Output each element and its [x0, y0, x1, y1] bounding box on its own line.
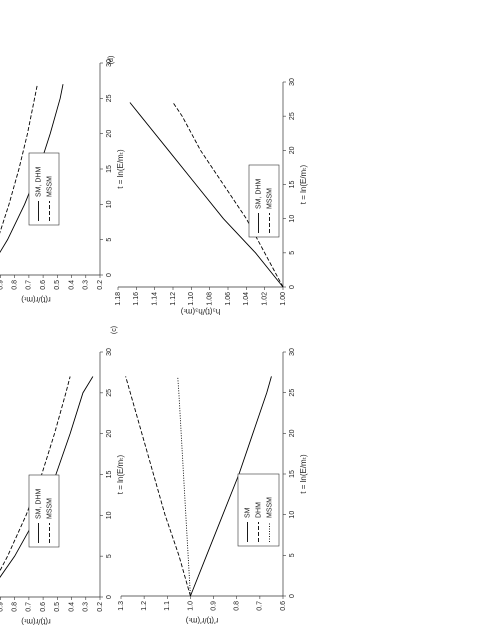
y-tick-label: 1.3: [118, 601, 125, 611]
x-tick-label: 30: [106, 348, 113, 356]
y-tick-label: 0.2: [97, 602, 104, 612]
legend-label: DHM: [255, 502, 262, 518]
y-tick-label: 0.4: [68, 280, 75, 290]
x-tick-label: 10: [289, 511, 296, 519]
legend-box: [28, 474, 60, 548]
x-tick-label: 30: [289, 78, 296, 86]
x-tick-label: 20: [106, 130, 113, 138]
y-tick-label: 0.9: [0, 602, 4, 612]
y-tick-label: 0.5: [54, 280, 61, 290]
legend-label: SM, DHM: [35, 489, 42, 520]
y-tick-label: 0.6: [280, 601, 287, 611]
chart-panel: 0 5 10 15 20 25 30 0.6 0.7 0.8 0.9 1.0 1.1 1.2 1.3 t = …: [111, 326, 308, 625]
series-line: [172, 102, 284, 288]
x-tick-label: 15: [289, 470, 296, 478]
x-tick-label: 0: [289, 285, 296, 289]
x-axis-label: t = ln(E/mₜ): [116, 149, 125, 189]
x-tick-label: 5: [106, 238, 113, 242]
x-tick-label: 10: [289, 215, 296, 223]
y-tick-label: 0.2: [97, 280, 104, 290]
x-tick-label: 20: [106, 430, 113, 438]
y-tick-label: 1.16: [133, 292, 140, 306]
x-tick-label: 30: [106, 59, 113, 67]
y-axis-label: h₃(t)/h₃(mₜ): [180, 307, 220, 316]
series-line: [0, 84, 38, 276]
x-tick-label: 0: [289, 594, 296, 598]
y-tick-label: 1.1: [164, 601, 171, 611]
y-axis-label: r'(t)/r'(mₜ): [185, 616, 218, 625]
y-tick-label: 0.7: [26, 280, 33, 290]
y-tick-label: 1.10: [188, 292, 195, 306]
y-tick-label: 0.4: [68, 602, 75, 612]
x-tick-label: 10: [106, 511, 113, 519]
x-tick-label: 5: [106, 554, 113, 558]
legend-box: [248, 164, 280, 238]
x-tick-label: 5: [289, 553, 296, 557]
chart-panel: 0510152025300.20.30.40.50.60.70.80.91.01…: [0, 59, 125, 304]
y-tick-label: 1.12: [170, 292, 177, 306]
series-line: [177, 376, 191, 597]
y-tick-label: 0.8: [234, 601, 241, 611]
y-tick-label: 0.6: [40, 280, 47, 290]
legend-label: MSSM: [266, 497, 273, 518]
x-tick-label: 25: [106, 94, 113, 102]
series-line: [0, 376, 71, 598]
series-line: [0, 376, 94, 598]
y-tick-label: 1.14: [152, 292, 159, 306]
legend-label: MSSM: [266, 188, 273, 209]
x-tick-label: 0: [106, 273, 113, 277]
x-tick-label: 0: [106, 595, 113, 599]
series-line: [129, 102, 284, 288]
legend-label: SM, DHM: [255, 179, 262, 210]
y-tick-label: 1.2: [141, 601, 148, 611]
x-tick-label: 20: [289, 146, 296, 154]
y-tick-label: 1.06: [225, 292, 232, 306]
x-tick-label: 10: [106, 200, 113, 208]
legend-label: MSSM: [46, 176, 53, 197]
x-tick-label: 15: [106, 165, 113, 173]
x-tick-label: 25: [289, 112, 296, 120]
chart-panel: 0 5 10 15 20 25 30 1.00 1.02 1.04 1.06 1.08 1.10 1.12…: [108, 56, 308, 316]
x-axis-label: t = ln(E/mₜ): [116, 454, 125, 494]
legend-box: [237, 473, 280, 547]
chart-panel: 0510152025300.20.30.40.50.60.70.80.91.01…: [0, 348, 125, 626]
legend-label: SM, DHM: [35, 167, 42, 198]
x-tick-label: 25: [106, 389, 113, 397]
x-axis-label: t = ln(E/mₜ): [299, 164, 308, 204]
y-tick-label: 1.02: [262, 292, 269, 306]
y-tick-label: 1.0: [187, 601, 194, 611]
y-axis-label: r(t)/r(mₜ): [21, 617, 51, 626]
x-tick-label: 5: [289, 251, 296, 255]
y-tick-label: 0.8: [12, 602, 19, 612]
x-tick-label: 15: [289, 181, 296, 189]
x-tick-label: 15: [106, 471, 113, 479]
y-tick-label: 1.00: [280, 292, 287, 306]
y-tick-label: 0.5: [54, 602, 61, 612]
panel-label: (d): [108, 56, 115, 65]
y-tick-label: 1.04: [243, 292, 250, 306]
y-tick-label: 0.7: [26, 602, 33, 612]
y-tick-label: 0.9: [210, 601, 217, 611]
y-axis-label: r(t)/r(mₜ): [21, 295, 51, 304]
series-line: [125, 376, 191, 597]
x-tick-label: 30: [289, 348, 296, 356]
y-tick-label: 0.9: [0, 280, 4, 290]
x-tick-label: 25: [289, 389, 296, 397]
y-tick-label: 0.7: [257, 601, 264, 611]
y-tick-label: 0.3: [83, 602, 90, 612]
legend-box: [28, 152, 60, 226]
legend-label: MSSM: [46, 498, 53, 519]
legend-label: SM: [244, 507, 251, 518]
y-tick-label: 0.8: [12, 280, 19, 290]
x-axis-label: t = ln(E/mₜ): [299, 454, 308, 494]
y-tick-label: 0.3: [83, 280, 90, 290]
x-tick-label: 20: [289, 429, 296, 437]
y-tick-label: 1.08: [207, 292, 214, 306]
y-tick-label: 0.6: [40, 602, 47, 612]
y-tick-label: 1.18: [115, 292, 122, 306]
panel-label: (c): [111, 326, 118, 334]
